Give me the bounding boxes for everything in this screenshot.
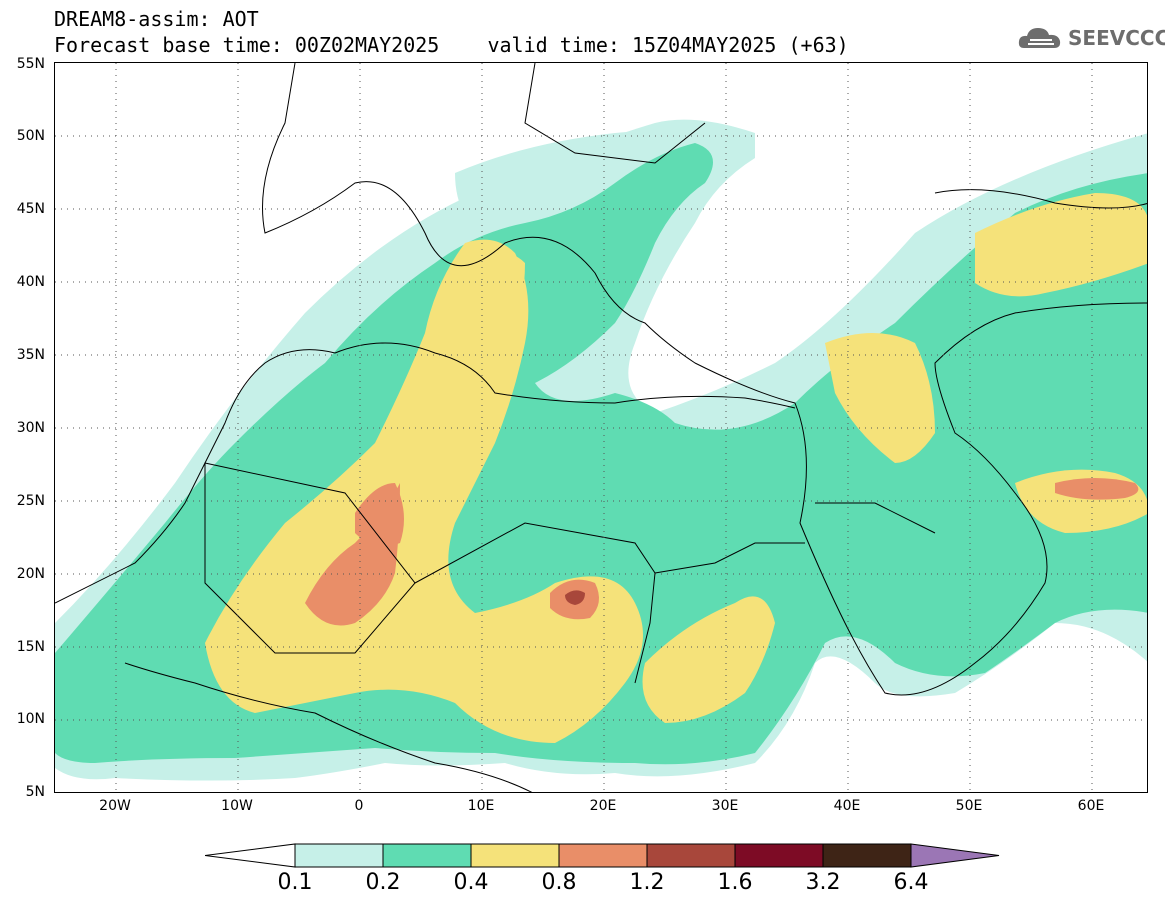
lon-label: 50E — [955, 798, 983, 814]
aot-band-0.4-north — [425, 253, 525, 363]
map-area — [54, 62, 1148, 793]
lon-label: 10E — [467, 798, 495, 814]
legend-swatch — [646, 843, 736, 868]
map-title: DREAM8-assim: AOT — [54, 7, 259, 31]
lat-label: 55N — [16, 56, 45, 72]
legend-label: 3.2 — [805, 870, 841, 895]
aot-band-0.4-caspian — [975, 193, 1147, 297]
lat-label: 35N — [16, 347, 45, 363]
lat-label: 45N — [16, 201, 45, 217]
lon-label: 30E — [711, 798, 739, 814]
forecast-time-subtitle: Forecast base time: 00Z02MAY2025 valid t… — [54, 33, 849, 57]
legend-swatch — [558, 843, 648, 868]
aot-band-0.8-algeria — [355, 483, 404, 547]
aot-band-0.8-iran — [1055, 478, 1139, 500]
lat-label: 50N — [16, 128, 45, 144]
aot-contours — [55, 119, 1147, 781]
legend-swatch-over — [910, 843, 1000, 868]
aot-band-0.4-west — [205, 239, 643, 743]
logo-text: SEEVCCC — [1068, 26, 1165, 50]
color-legend — [205, 843, 1000, 868]
lat-label: 10N — [16, 711, 45, 727]
legend-swatch — [382, 843, 472, 868]
lat-label: 25N — [16, 493, 45, 509]
legend-label: 0.4 — [453, 870, 489, 895]
legend-label: 0.1 — [277, 870, 313, 895]
seevccc-logo: SEEVCCC — [1016, 22, 1165, 54]
aot-band-0.4-mideast — [825, 333, 935, 463]
lon-label: 10W — [221, 798, 253, 814]
legend-label: 1.6 — [717, 870, 753, 895]
legend-swatch — [470, 843, 560, 868]
lat-label: 40N — [16, 274, 45, 290]
legend-swatch — [294, 843, 384, 868]
lon-label: 20W — [99, 798, 131, 814]
legend-swatch-under — [205, 843, 296, 868]
lat-label: 5N — [25, 784, 45, 800]
graticule — [55, 63, 1147, 792]
lon-label: 0 — [354, 798, 364, 814]
lon-label: 60E — [1077, 798, 1105, 814]
aot-band-0.4-sudan — [642, 596, 775, 723]
coastlines — [55, 63, 1147, 792]
lon-label: 20E — [589, 798, 617, 814]
lon-label: 40E — [833, 798, 861, 814]
lat-label: 20N — [16, 566, 45, 582]
cloud-logo-icon — [1018, 28, 1061, 48]
legend-label: 1.2 — [629, 870, 665, 895]
legend-label: 6.4 — [893, 870, 929, 895]
legend-label: 0.2 — [365, 870, 401, 895]
aot-field — [55, 63, 1147, 792]
legend-swatch — [822, 843, 912, 868]
legend-label: 0.8 — [541, 870, 577, 895]
aot-band-1.2-chad — [565, 590, 585, 605]
legend-swatch — [734, 843, 824, 868]
aot-band-0.8-mali — [305, 483, 400, 626]
lat-label: 30N — [16, 420, 45, 436]
lat-label: 15N — [16, 639, 45, 655]
